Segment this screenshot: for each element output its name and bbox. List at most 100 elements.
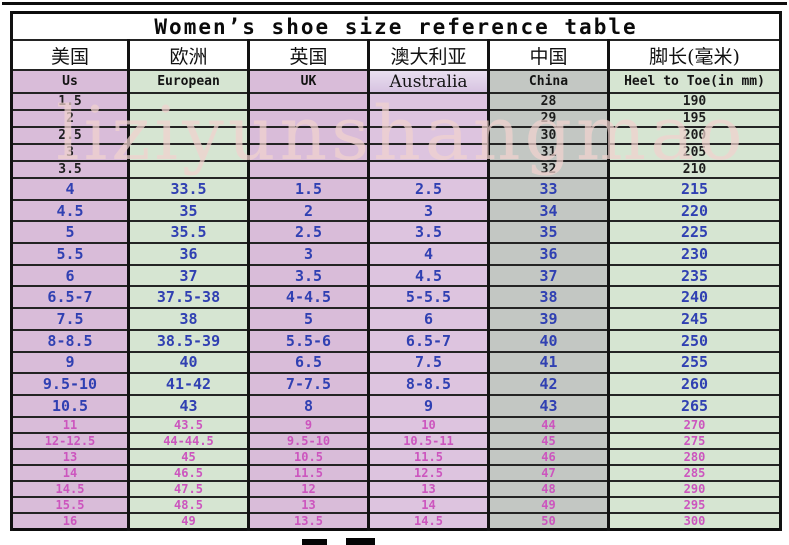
size-cell: 6.5 — [247, 350, 370, 375]
size-cell: 3.5 — [367, 220, 490, 245]
size-cell: 250 — [606, 328, 783, 353]
size-cell: 37 — [127, 263, 250, 288]
size-cell: 49 — [487, 495, 610, 514]
top-divider-line — [2, 2, 787, 5]
size-cell: 35.5 — [127, 220, 250, 245]
size-cell — [127, 92, 250, 111]
size-cell: 31 — [487, 143, 610, 162]
col-header-cn-4: 中国 — [487, 39, 610, 71]
size-table-body: 1.5 28 190 2 29 195 2.5 30 200 3 31 205 3.5 32 210 4 33.… — [10, 92, 783, 531]
size-cell: 280 — [606, 447, 783, 466]
size-cell: 38.5-39 — [127, 328, 250, 353]
size-cell: 2.5 — [10, 126, 130, 145]
size-cell: 32 — [487, 160, 610, 179]
size-cell: 11.5 — [367, 447, 490, 466]
size-cell: 4 — [10, 177, 130, 201]
size-cell: 2.5 — [367, 177, 490, 201]
size-cell: 240 — [606, 285, 783, 310]
size-cell: 3 — [247, 242, 370, 266]
size-cell: 30 — [487, 126, 610, 145]
size-row: 11 43.5 9 10 44 270 — [10, 415, 783, 434]
size-cell: 16 — [10, 511, 130, 531]
size-cell: 37 — [487, 263, 610, 288]
size-cell: 43.5 — [127, 415, 250, 434]
size-cell: 2 — [10, 109, 130, 128]
col-header-en-3: Australia — [367, 69, 490, 94]
size-cell: 9.5-10 — [247, 431, 370, 450]
size-cell: 28 — [487, 92, 610, 111]
size-cell: 8-8.5 — [10, 328, 130, 353]
size-cell: 9 — [247, 415, 370, 434]
size-cell: 10.5 — [247, 447, 370, 466]
size-cell — [367, 92, 490, 111]
size-cell: 39 — [487, 307, 610, 331]
size-cell: 1.5 — [10, 92, 130, 111]
size-cell: 14 — [367, 495, 490, 514]
size-cell: 5 — [247, 307, 370, 331]
size-cell: 3.5 — [10, 160, 130, 179]
size-cell: 270 — [606, 415, 783, 434]
size-cell: 14 — [10, 463, 130, 482]
size-cell — [127, 126, 250, 145]
size-cell: 285 — [606, 463, 783, 482]
size-cell: 255 — [606, 350, 783, 375]
col-header-cn-3: 澳大利亚 — [367, 39, 490, 71]
size-row: 2 29 195 — [10, 109, 783, 128]
size-cell: 245 — [606, 307, 783, 331]
size-cell: 13.5 — [247, 511, 370, 531]
size-cell: 35 — [487, 220, 610, 245]
size-cell: 225 — [606, 220, 783, 245]
size-cell: 46.5 — [127, 463, 250, 482]
size-cell: 260 — [606, 372, 783, 396]
size-cell: 9 — [367, 393, 490, 418]
size-cell: 13 — [247, 495, 370, 514]
size-cell: 4 — [367, 242, 490, 266]
col-header-cn-1: 欧洲 — [127, 39, 250, 71]
size-row: 2.5 30 200 — [10, 126, 783, 145]
size-cell: 11.5 — [247, 463, 370, 482]
size-cell: 14.5 — [367, 511, 490, 531]
size-cell: 295 — [606, 495, 783, 514]
bottom-crop-mark-left — [302, 539, 327, 545]
size-cell: 47 — [487, 463, 610, 482]
size-cell: 5 — [10, 220, 130, 245]
size-cell: 11 — [10, 415, 130, 434]
size-cell: 3 — [10, 143, 130, 162]
size-cell: 265 — [606, 393, 783, 418]
col-header-cn-0: 美国 — [10, 39, 130, 71]
size-cell: 12-12.5 — [10, 431, 130, 450]
size-cell: 300 — [606, 511, 783, 531]
size-cell: 43 — [127, 393, 250, 418]
size-cell: 195 — [606, 109, 783, 128]
size-cell: 38 — [487, 285, 610, 310]
size-cell: 3.5 — [247, 263, 370, 288]
size-row: 16 49 13.5 14.5 50 300 — [10, 511, 783, 531]
size-cell: 13 — [10, 447, 130, 466]
size-cell — [247, 126, 370, 145]
size-cell: 35 — [127, 198, 250, 223]
size-cell — [367, 143, 490, 162]
size-cell: 220 — [606, 198, 783, 223]
size-cell: 7-7.5 — [247, 372, 370, 396]
size-cell: 9 — [10, 350, 130, 375]
size-cell: 230 — [606, 242, 783, 266]
size-cell: 10 — [367, 415, 490, 434]
size-cell: 5.5 — [10, 242, 130, 266]
size-row: 4 33.5 1.5 2.5 33 215 — [10, 177, 783, 201]
size-cell: 45 — [127, 447, 250, 466]
size-cell: 46 — [487, 447, 610, 466]
size-cell: 40 — [127, 350, 250, 375]
size-row: 1.5 28 190 — [10, 92, 783, 111]
page-title: Women’s shoe size reference table — [9, 11, 783, 41]
size-cell: 33 — [487, 177, 610, 201]
size-row: 4.5 35 2 3 34 220 — [10, 198, 783, 223]
size-cell: 8 — [247, 393, 370, 418]
header-row-cn: 美国 欧洲 英国 澳大利亚 中国 脚长(毫米) — [10, 39, 783, 71]
size-row: 8-8.5 38.5-39 5.5-6 6.5-7 40 250 — [10, 328, 783, 353]
size-cell: 42 — [487, 372, 610, 396]
size-cell: 34 — [487, 198, 610, 223]
size-cell: 4-4.5 — [247, 285, 370, 310]
size-cell: 38 — [127, 307, 250, 331]
size-cell: 2 — [247, 198, 370, 223]
size-cell: 40 — [487, 328, 610, 353]
